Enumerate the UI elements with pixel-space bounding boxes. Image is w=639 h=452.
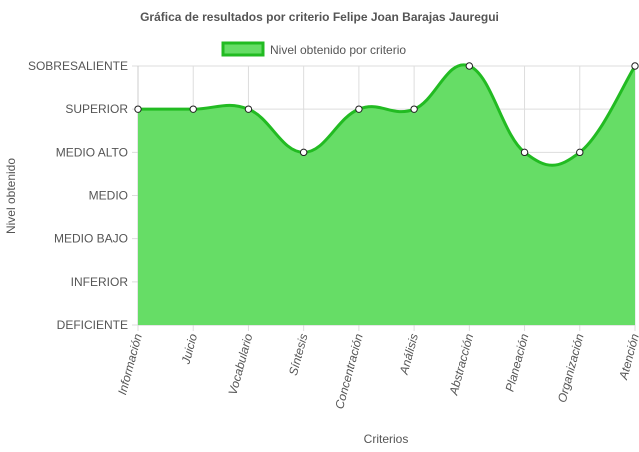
data-point	[576, 148, 584, 157]
y-tick-label: SUPERIOR	[65, 102, 128, 116]
area-fill	[138, 64, 635, 325]
y-tick-label: MEDIO	[89, 189, 128, 203]
x-tick-label: Planeación	[503, 332, 532, 393]
y-tick-label: DEFICIENTE	[57, 318, 128, 332]
area-series	[138, 63, 637, 325]
data-point	[134, 105, 142, 113]
data-point	[299, 148, 308, 157]
legend-swatch	[221, 41, 265, 57]
data-point	[189, 105, 197, 113]
data-point	[465, 62, 474, 70]
x-tick-label: Concentración	[332, 332, 366, 411]
y-tick-label: SOBRESALIENTE	[28, 59, 128, 73]
legend[interactable]: Nivel obtenido por criterio	[221, 41, 406, 57]
x-tick-label: Organización	[555, 332, 587, 404]
y-tick-label: MEDIO BAJO	[54, 232, 128, 246]
x-tick-label: Análisis	[397, 332, 421, 377]
chart-title: Gráfica de resultados por criterio Felip…	[140, 10, 499, 24]
data-point	[410, 105, 418, 113]
x-tick-label: Abstracción	[446, 332, 476, 397]
x-axis-label: Criterios	[364, 432, 409, 446]
data-points	[134, 62, 639, 157]
x-tick-label: Juicio	[178, 332, 200, 367]
data-point	[355, 105, 363, 113]
y-axis-label: Nivel obtenido	[4, 158, 18, 234]
series-line	[138, 63, 637, 167]
x-tick-label: Síntesis	[286, 332, 311, 377]
x-tick-label: Atención	[616, 332, 639, 382]
y-tick-label: MEDIO ALTO	[56, 145, 128, 159]
y-tick-label: INFERIOR	[71, 275, 129, 289]
data-point	[244, 105, 253, 113]
data-point	[520, 148, 529, 157]
x-axis-ticks: Información Juicio Vocabulario Síntesis Conc…	[115, 332, 639, 411]
y-axis-ticks: DEFICIENTE INFERIOR MEDIO BAJO MEDIO MEDIO A…	[28, 59, 128, 332]
data-point	[631, 62, 639, 70]
legend-label: Nivel obtenido por criterio	[270, 43, 406, 57]
x-tick-label: Vocabulario	[226, 332, 256, 397]
x-tick-label: Información	[115, 332, 145, 396]
